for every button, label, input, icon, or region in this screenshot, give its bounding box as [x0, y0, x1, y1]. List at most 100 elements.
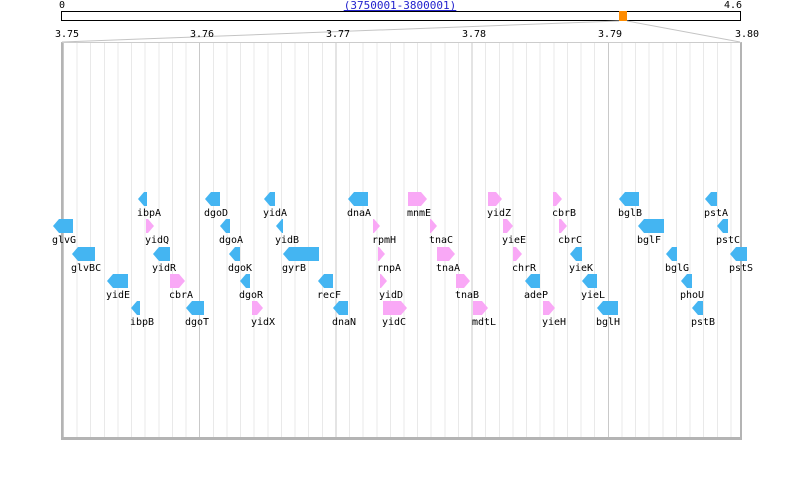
gene-label-rpmH[interactable]: rpmH: [372, 235, 397, 246]
overview-scale-bar[interactable]: [61, 11, 741, 21]
gene-label-yidE[interactable]: yidE: [106, 290, 131, 301]
gene-label-pstC[interactable]: pstC: [716, 235, 741, 246]
gene-arrow-yieK[interactable]: [570, 247, 582, 261]
gene-arrow-dgoD[interactable]: [205, 192, 220, 206]
gene-label-phoU[interactable]: phoU: [680, 290, 705, 301]
gene-label-yidA[interactable]: yidA: [263, 208, 288, 219]
gene-label-yieL[interactable]: yieL: [581, 290, 606, 301]
gene-arrow-yidZ[interactable]: [488, 192, 502, 206]
gene-arrow-bglH[interactable]: [597, 301, 618, 315]
gene-label-pstS[interactable]: pstS: [729, 263, 754, 274]
gene-arrow-yieH[interactable]: [543, 301, 555, 315]
gene-label-pstB[interactable]: pstB: [691, 317, 716, 328]
gene-arrow-yidQ[interactable]: [146, 219, 154, 233]
gene-arrow-chrR[interactable]: [513, 247, 522, 261]
gene-label-yieH[interactable]: yieH: [542, 317, 567, 328]
gene-label-yidQ[interactable]: yidQ: [145, 235, 170, 246]
gene-label-gyrB[interactable]: gyrB: [282, 263, 307, 274]
gene-arrow-tnaA[interactable]: [437, 247, 455, 261]
gene-arrow-dgoK[interactable]: [229, 247, 240, 261]
gene-arrow-bglB[interactable]: [619, 192, 639, 206]
gene-label-cbrA[interactable]: cbrA: [169, 290, 194, 301]
gene-label-dnaN[interactable]: dnaN: [332, 317, 357, 328]
gene-label-dgoR[interactable]: dgoR: [239, 290, 264, 301]
gene-arrow-tnaC[interactable]: [430, 219, 437, 233]
gene-label-ibpB[interactable]: ibpB: [130, 317, 155, 328]
gene-arrow-rnpA[interactable]: [378, 247, 385, 261]
gene-label-tnaC[interactable]: tnaC: [429, 235, 454, 246]
gene-arrow-glvBC[interactable]: [72, 247, 95, 261]
gene-arrow-yidX[interactable]: [252, 301, 263, 315]
gene-arrow-dgoT[interactable]: [186, 301, 204, 315]
gene-arrow-mdtL[interactable]: [473, 301, 488, 315]
gene-label-mnmE[interactable]: mnmE: [407, 208, 432, 219]
gene-label-rnpA[interactable]: rnpA: [377, 263, 402, 274]
axis-tick: 3.80: [734, 29, 760, 40]
gene-arrow-pstS[interactable]: [730, 247, 747, 261]
gene-arrow-cbrB[interactable]: [553, 192, 562, 206]
axis-tick: 3.75: [54, 29, 80, 40]
gene-arrow-yieL[interactable]: [582, 274, 597, 288]
gene-arrow-recF[interactable]: [318, 274, 333, 288]
gene-arrow-yidA[interactable]: [264, 192, 275, 206]
gene-label-tnaB[interactable]: tnaB: [455, 290, 480, 301]
gene-arrow-dgoA[interactable]: [220, 219, 230, 233]
gene-arrow-glvG[interactable]: [53, 219, 73, 233]
gene-label-cbrB[interactable]: cbrB: [552, 208, 577, 219]
gene-label-yidX[interactable]: yidX: [251, 317, 276, 328]
gene-label-bglB[interactable]: bglB: [618, 208, 643, 219]
gene-arrow-pstC[interactable]: [717, 219, 728, 233]
gene-label-pstA[interactable]: pstA: [704, 208, 729, 219]
gene-arrow-yidR[interactable]: [153, 247, 170, 261]
gene-arrow-bglF[interactable]: [638, 219, 664, 233]
gene-label-dnaA[interactable]: dnaA: [347, 208, 372, 219]
gene-arrow-gyrB[interactable]: [283, 247, 319, 261]
gene-label-dgoK[interactable]: dgoK: [228, 263, 253, 274]
gene-arrow-ibpB[interactable]: [131, 301, 140, 315]
gene-arrow-ibpA[interactable]: [138, 192, 147, 206]
axis-tick: 3.78: [461, 29, 487, 40]
gene-label-dgoD[interactable]: dgoD: [204, 208, 229, 219]
gene-arrow-rpmH[interactable]: [373, 219, 380, 233]
gene-arrow-yieE[interactable]: [503, 219, 513, 233]
gene-label-dgoA[interactable]: dgoA: [219, 235, 244, 246]
gene-label-adeP[interactable]: adeP: [524, 290, 549, 301]
gene-arrow-phoU[interactable]: [681, 274, 692, 288]
gene-label-cbrC[interactable]: cbrC: [558, 235, 583, 246]
gene-label-mdtL[interactable]: mdtL: [472, 317, 497, 328]
gene-arrow-cbrC[interactable]: [559, 219, 567, 233]
gene-arrow-bglG[interactable]: [666, 247, 677, 261]
gene-arrow-yidC[interactable]: [383, 301, 407, 315]
gene-label-yidC[interactable]: yidC: [382, 317, 407, 328]
gene-label-yieK[interactable]: yieK: [569, 263, 594, 274]
gene-arrow-yidE[interactable]: [107, 274, 128, 288]
gene-label-bglF[interactable]: bglF: [637, 235, 662, 246]
gene-arrow-yidD[interactable]: [380, 274, 387, 288]
gene-arrow-yidB[interactable]: [276, 219, 283, 233]
gene-label-glvG[interactable]: glvG: [52, 235, 77, 246]
gene-label-yidZ[interactable]: yidZ: [487, 208, 512, 219]
gene-arrow-cbrA[interactable]: [170, 274, 185, 288]
gene-label-yieE[interactable]: yieE: [502, 235, 527, 246]
gene-arrow-dnaN[interactable]: [333, 301, 348, 315]
gene-arrow-dnaA[interactable]: [348, 192, 368, 206]
gene-arrow-mnmE[interactable]: [408, 192, 427, 206]
gene-label-glvBC[interactable]: glvBC: [71, 263, 102, 274]
gene-arrow-tnaB[interactable]: [456, 274, 470, 288]
gene-label-bglG[interactable]: bglG: [665, 263, 690, 274]
gene-arrow-pstA[interactable]: [705, 192, 717, 206]
region-link[interactable]: (3750001-3800001): [343, 0, 457, 12]
gene-arrow-adeP[interactable]: [525, 274, 540, 288]
gene-label-recF[interactable]: recF: [317, 290, 342, 301]
gene-label-ibpA[interactable]: ibpA: [137, 208, 162, 219]
gene-label-dgoT[interactable]: dgoT: [185, 317, 210, 328]
gene-label-tnaA[interactable]: tnaA: [436, 263, 461, 274]
gene-arrow-dgoR[interactable]: [240, 274, 250, 288]
gene-label-bglH[interactable]: bglH: [596, 317, 621, 328]
gene-arrow-pstB[interactable]: [692, 301, 703, 315]
gene-label-yidR[interactable]: yidR: [152, 263, 177, 274]
gene-label-chrR[interactable]: chrR: [512, 263, 537, 274]
gene-label-yidD[interactable]: yidD: [379, 290, 404, 301]
position-marker[interactable]: [619, 11, 627, 21]
gene-label-yidB[interactable]: yidB: [275, 235, 300, 246]
